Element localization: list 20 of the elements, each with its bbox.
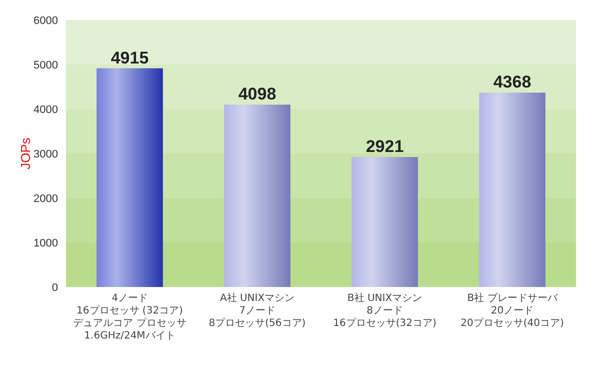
y-tick-label: 3000	[34, 148, 58, 160]
y-tick-label: 1000	[34, 238, 58, 250]
x-tick-label: 4ノード 16プロセッサ (32コア) デュアルコア プロセッサ 1.6GHz/24Mバイト	[73, 293, 186, 342]
x-tick-label: B社 UNIXマシン 8ノード 16プロセッサ(32コア)	[333, 292, 436, 329]
bar	[352, 157, 418, 287]
y-tick-label: 6000	[34, 15, 58, 27]
data-label: 2921	[366, 137, 404, 156]
x-tick-label: A社 UNIXマシン 7ノード 8プロセッサ(56コア)	[208, 292, 306, 329]
data-label: 4915	[110, 48, 149, 68]
data-label: 4368	[493, 72, 532, 92]
y-tick-label: 5000	[34, 60, 58, 72]
bar	[96, 68, 163, 287]
y-tick-label: 0	[52, 282, 58, 294]
bar	[479, 92, 546, 287]
y-tick-label: 4000	[34, 104, 58, 116]
bar	[224, 104, 290, 287]
x-tick-label: B社 ブレードサーバ 20ノード 20プロセッサ(40コア)	[460, 292, 564, 329]
y-axis-title: JOPs	[18, 137, 33, 170]
y-tick-label: 2000	[34, 193, 58, 205]
data-label: 4098	[238, 84, 276, 104]
